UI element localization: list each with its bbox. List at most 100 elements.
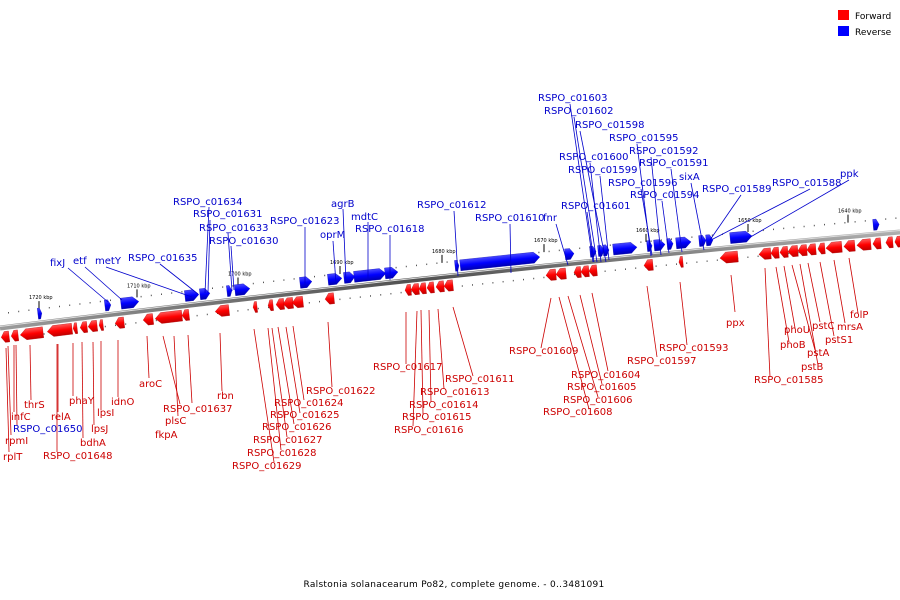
gene-label-phay[interactable]: phaY bbox=[69, 396, 95, 407]
minor-mark bbox=[492, 282, 494, 284]
gene-label-rspo-c01600[interactable]: RSPO_c01600 bbox=[559, 152, 629, 163]
gene-label-rspo-c01609[interactable]: RSPO_c01609 bbox=[509, 346, 579, 357]
gene-label-rspo-c01612[interactable]: RSPO_c01612 bbox=[417, 200, 487, 211]
gene-label-rspo-c01614[interactable]: RSPO_c01614 bbox=[409, 400, 479, 411]
gene-label-rspo-c01648[interactable]: RSPO_c01648 bbox=[43, 451, 113, 462]
gene-label-rspo-c01623[interactable]: RSPO_c01623 bbox=[270, 216, 340, 227]
gene-label-rspo-c01630[interactable]: RSPO_c01630 bbox=[209, 236, 279, 247]
gene-label-rspo-c01598[interactable]: RSPO_c01598 bbox=[575, 120, 645, 131]
gene-label-rspo-c01596[interactable]: RSPO_c01596 bbox=[608, 178, 678, 189]
gene-label-rspo-c01615[interactable]: RSPO_c01615 bbox=[402, 412, 472, 423]
forward-gene-arrow-shape bbox=[545, 268, 557, 281]
gene-label-rspo-c01625[interactable]: RSPO_c01625 bbox=[270, 410, 340, 421]
gene-label-plsc[interactable]: plsC bbox=[165, 416, 186, 427]
gene-label-infc[interactable]: infC bbox=[11, 412, 31, 423]
gene-label-rspo-c01610[interactable]: RSPO_c01610 bbox=[475, 213, 545, 224]
gene-label-rplt[interactable]: rplT bbox=[3, 452, 23, 463]
gene-label-rspo-c01602[interactable]: RSPO_c01602 bbox=[544, 106, 614, 117]
gene-label-pstc[interactable]: pstC bbox=[812, 321, 834, 332]
gene-label-phob[interactable]: phoB bbox=[780, 340, 806, 351]
gene-label-sixa[interactable]: sixA bbox=[679, 172, 700, 183]
gene-label-pstb[interactable]: pstB bbox=[801, 362, 823, 373]
gene-label-rspo-c01603[interactable]: RSPO_c01603 bbox=[538, 93, 608, 104]
gene-label-rspo-c01626[interactable]: RSPO_c01626 bbox=[262, 422, 332, 433]
gene-label-rspo-c01618[interactable]: RSPO_c01618 bbox=[355, 224, 425, 235]
gene-label-etf[interactable]: etf bbox=[73, 256, 87, 267]
forward-gene-arrow-shape bbox=[404, 284, 412, 296]
forward-gene-arrow bbox=[817, 242, 826, 255]
scale-tick-label: 1720 kbp bbox=[29, 295, 53, 301]
gene-label-rela[interactable]: relA bbox=[51, 412, 71, 423]
minor-mark bbox=[196, 314, 198, 317]
minor-mark bbox=[99, 300, 101, 303]
gene-label-rspo-c01616[interactable]: RSPO_c01616 bbox=[394, 425, 464, 436]
gene-label-mdtc[interactable]: mdtC bbox=[351, 212, 378, 223]
scale-tick-label: 1710 kbp bbox=[127, 283, 151, 289]
gene-label-idno[interactable]: idnO bbox=[111, 397, 134, 408]
gene-label-rspo-c01605[interactable]: RSPO_c01605 bbox=[567, 382, 637, 393]
gene-label-mrsa[interactable]: mrsA bbox=[837, 322, 863, 333]
gene-label-folp[interactable]: folP bbox=[850, 310, 868, 321]
gene-label-rspo-c01628[interactable]: RSPO_c01628 bbox=[247, 448, 317, 459]
gene-label-fnr[interactable]: fnr bbox=[543, 213, 558, 224]
gene-label-rspo-c01627[interactable]: RSPO_c01627 bbox=[253, 435, 323, 446]
gene-label-rspo-c01631[interactable]: RSPO_c01631 bbox=[193, 209, 263, 220]
gene-label-rspo-c01601[interactable]: RSPO_c01601 bbox=[561, 201, 631, 212]
forward-gene-arrow-shape bbox=[114, 316, 125, 329]
gene-label-ppx[interactable]: ppx bbox=[726, 318, 745, 329]
gene-label-lpsj[interactable]: lpsJ bbox=[91, 424, 108, 435]
gene-label-rspo-c01608[interactable]: RSPO_c01608 bbox=[543, 407, 613, 418]
gene-label-rspo-c01633[interactable]: RSPO_c01633 bbox=[199, 223, 269, 234]
reverse-gene-arrow-shape bbox=[459, 251, 541, 271]
gene-label-rspo-c01594[interactable]: RSPO_c01594 bbox=[630, 190, 700, 201]
gene-label-fixj[interactable]: fixJ bbox=[50, 258, 65, 269]
gene-label-rspo-c01629[interactable]: RSPO_c01629 bbox=[232, 461, 302, 472]
reverse-gene-arrow-shape bbox=[729, 230, 753, 244]
gene-label-rspo-c01595[interactable]: RSPO_c01595 bbox=[609, 133, 679, 144]
gene-label-rspo-c01650[interactable]: RSPO_c01650 bbox=[13, 424, 83, 435]
minor-mark bbox=[461, 285, 463, 287]
gene-label-rspo-c01591[interactable]: RSPO_c01591 bbox=[639, 158, 709, 169]
minor-mark bbox=[135, 322, 137, 324]
gene-label-rspo-c01604[interactable]: RSPO_c01604 bbox=[571, 370, 641, 381]
gene-label-rspo-c01599[interactable]: RSPO_c01599 bbox=[568, 165, 638, 176]
gene-label-rspo-c01611[interactable]: RSPO_c01611 bbox=[445, 374, 515, 385]
gene-label-rspo-c01592[interactable]: RSPO_c01592 bbox=[629, 146, 699, 157]
forward-gene-arrow-shape bbox=[47, 323, 73, 337]
gene-label-psta[interactable]: pstA bbox=[807, 348, 829, 359]
minor-mark bbox=[543, 276, 545, 279]
gene-label-rspo-c01585[interactable]: RSPO_c01585 bbox=[754, 375, 824, 386]
gene-label-rspo-c01634[interactable]: RSPO_c01634 bbox=[173, 197, 243, 208]
gene-label-psts1[interactable]: pstS1 bbox=[825, 335, 853, 346]
gene-label-fkpa[interactable]: fkpA bbox=[155, 430, 178, 441]
gene-label-agrb[interactable]: agrB bbox=[331, 199, 355, 210]
gene-label-rspo-c01593[interactable]: RSPO_c01593 bbox=[659, 343, 729, 354]
gene-label-rspo-c01622[interactable]: RSPO_c01622 bbox=[306, 386, 376, 397]
gene-label-rspo-c01588[interactable]: RSPO_c01588 bbox=[772, 178, 842, 189]
gene-label-bdha[interactable]: bdhA bbox=[80, 438, 106, 449]
gene-label-rspo-c01613[interactable]: RSPO_c01613 bbox=[420, 387, 490, 398]
gene-label-thrs[interactable]: thrS bbox=[24, 400, 45, 411]
gene-label-aroc[interactable]: aroC bbox=[139, 379, 162, 390]
gene-label-lpsi[interactable]: lpsI bbox=[97, 408, 114, 419]
gene-label-rspo-c01597[interactable]: RSPO_c01597 bbox=[627, 356, 697, 367]
forward-gene-arrow-shape bbox=[555, 267, 567, 280]
leader-line bbox=[332, 240, 337, 285]
gene-label-rspo-c01617[interactable]: RSPO_c01617 bbox=[373, 362, 443, 373]
gene-label-rspo-c01589[interactable]: RSPO_c01589 bbox=[702, 184, 772, 195]
forward-gene-arrow-shape bbox=[418, 282, 427, 295]
gene-label-rbn[interactable]: rbn bbox=[217, 391, 234, 402]
leader-line bbox=[412, 310, 418, 427]
gene-label-mety[interactable]: metY bbox=[95, 256, 122, 267]
gene-label-rspo-c01606[interactable]: RSPO_c01606 bbox=[563, 395, 633, 406]
gene-label-rpmi[interactable]: rpmI bbox=[5, 436, 28, 447]
leader-line bbox=[92, 341, 95, 426]
gene-label-rspo-c01637[interactable]: RSPO_c01637 bbox=[163, 404, 233, 415]
gene-label-rspo-c01624[interactable]: RSPO_c01624 bbox=[274, 398, 344, 409]
gene-label-phou[interactable]: phoU bbox=[784, 325, 810, 336]
reverse-gene-arrow bbox=[675, 236, 692, 249]
gene-label-ppk[interactable]: ppk bbox=[840, 169, 859, 180]
leader-line bbox=[271, 327, 288, 438]
gene-label-rspo-c01635[interactable]: RSPO_c01635 bbox=[128, 253, 198, 264]
gene-label-oprm[interactable]: oprM bbox=[320, 230, 345, 241]
